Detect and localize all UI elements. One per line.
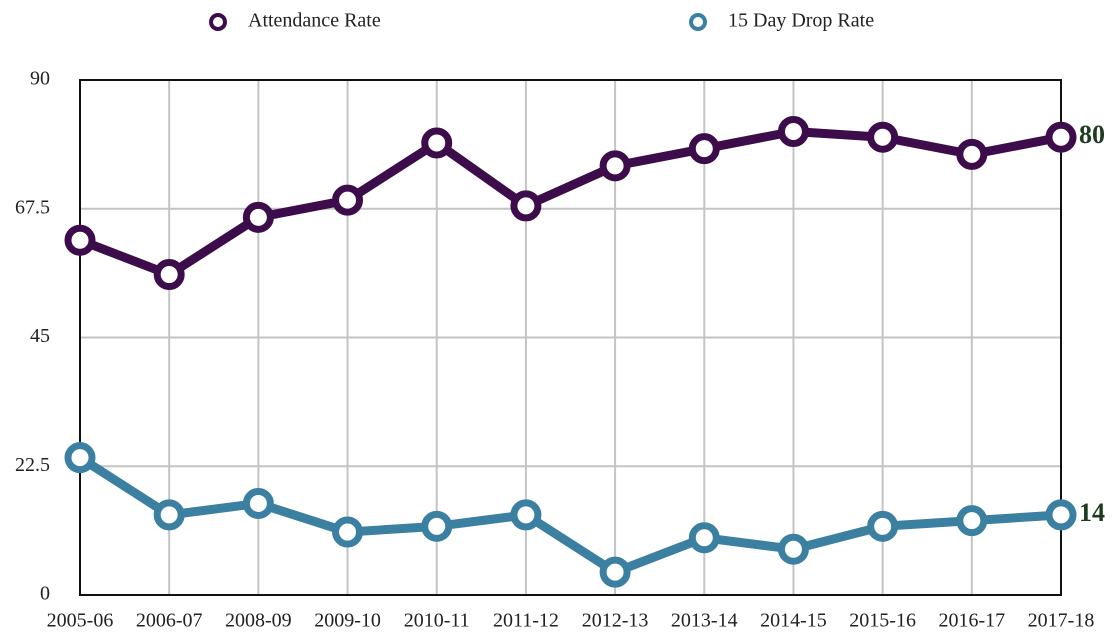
point-marker <box>688 522 720 554</box>
point-marker <box>153 499 185 531</box>
point-marker <box>421 127 453 159</box>
legend-label: Attendance Rate <box>248 10 381 32</box>
point-marker <box>64 224 96 256</box>
x-tick-label: 2014-15 <box>760 610 827 632</box>
y-tick-label: 0 <box>40 583 50 605</box>
point-marker <box>777 533 809 565</box>
y-tick-label: 22.5 <box>15 454 50 476</box>
x-tick-label: 2012-13 <box>582 610 649 632</box>
point-marker <box>332 516 364 548</box>
legend-marker <box>209 13 227 31</box>
point-marker <box>421 510 453 542</box>
x-tick-label: 2017-18 <box>1028 610 1095 632</box>
point-marker <box>242 201 274 233</box>
end-value-label: 14 <box>1079 498 1105 527</box>
point-marker <box>1045 499 1077 531</box>
point-marker <box>332 184 364 216</box>
point-marker <box>599 150 631 182</box>
x-tick-label: 2013-14 <box>671 610 738 632</box>
x-tick-label: 2005-06 <box>47 610 114 632</box>
point-marker <box>956 505 988 537</box>
point-marker <box>510 499 542 531</box>
x-tick-label: 2009-10 <box>314 610 381 632</box>
y-tick-label: 67.5 <box>15 196 50 218</box>
x-tick-label: 2015-16 <box>849 610 916 632</box>
x-tick-label: 2016-17 <box>938 610 1005 632</box>
point-marker <box>1045 121 1077 153</box>
point-marker <box>777 116 809 147</box>
point-marker <box>956 138 988 170</box>
y-tick-label: 45 <box>30 325 50 347</box>
x-tick-label: 2006-07 <box>136 610 203 632</box>
point-marker <box>64 442 96 474</box>
y-tick-label: 90 <box>30 68 50 90</box>
x-tick-label: 2010-11 <box>404 610 470 632</box>
end-value-label: 80 <box>1079 120 1105 149</box>
legend-marker <box>689 13 707 31</box>
point-marker <box>867 510 899 542</box>
point-marker <box>599 556 631 588</box>
point-marker <box>153 259 185 291</box>
series-line <box>77 453 1062 577</box>
x-tick-label: 2011-12 <box>493 610 559 632</box>
series-line <box>78 127 1062 280</box>
x-tick-label: 2008-09 <box>225 610 292 632</box>
legend-label: 15 Day Drop Rate <box>728 10 874 32</box>
plot-frame <box>79 79 1062 596</box>
point-marker <box>242 487 274 519</box>
point-marker <box>688 133 720 165</box>
point-marker <box>867 121 899 153</box>
point-marker <box>510 190 542 222</box>
